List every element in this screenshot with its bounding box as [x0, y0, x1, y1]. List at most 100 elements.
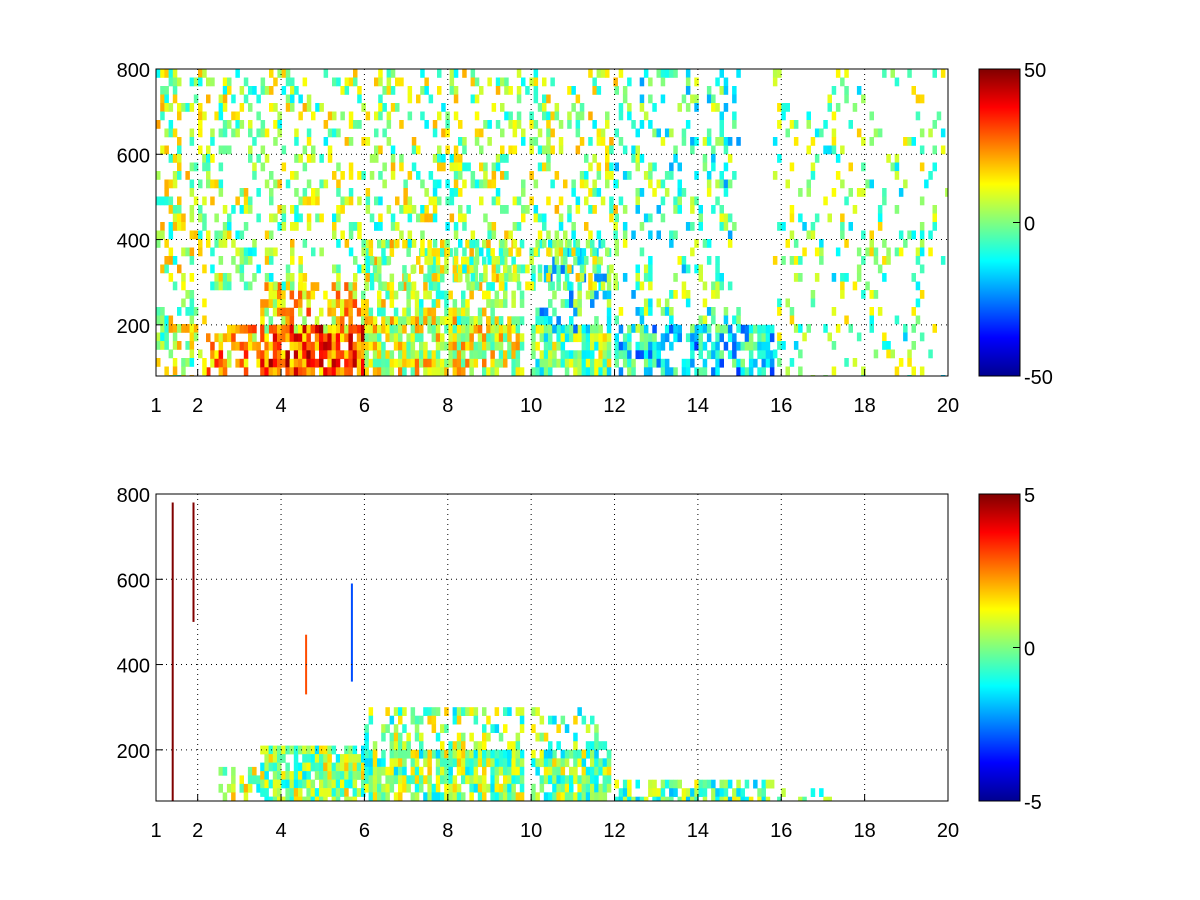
bottom-heatmap-cell	[323, 796, 328, 801]
top-heatmap-cell	[702, 162, 708, 172]
top-heatmap-cell	[285, 333, 290, 343]
bottom-heatmap-cell	[810, 788, 816, 797]
top-heatmap-cell	[406, 290, 411, 300]
top-heatmap-cell	[598, 375, 603, 376]
top-heatmap-cell	[374, 154, 379, 163]
bottom-heatmap-cell	[594, 758, 599, 768]
top-heatmap-cell	[348, 324, 353, 334]
top-heatmap-cell	[594, 273, 599, 283]
top-heatmap-cell	[453, 111, 459, 121]
top-heatmap-cell	[814, 128, 820, 138]
bottom-heatmap-cell	[456, 707, 462, 716]
bottom-heatmap-cell	[469, 792, 474, 801]
top-heatmap-cell	[618, 350, 624, 360]
top-heatmap-cell	[419, 350, 424, 360]
top-heatmap-cell	[584, 179, 589, 189]
top-heatmap-cell	[585, 350, 591, 360]
top-heatmap-cell	[503, 282, 508, 291]
top-heatmap-cell	[706, 171, 712, 180]
top-heatmap-cell	[202, 222, 207, 231]
bottom-heatmap-cell	[306, 745, 311, 755]
top-heatmap-cell	[543, 316, 549, 325]
top-heatmap-cell	[567, 213, 572, 223]
top-heatmap-cell	[660, 307, 666, 316]
top-heatmap-cell	[789, 256, 795, 265]
top-heatmap-cell	[414, 299, 420, 308]
bottom-heatmap-cell	[473, 707, 479, 716]
top-heatmap-cell	[461, 256, 466, 266]
top-heatmap-cell	[519, 375, 525, 376]
top-heatmap-cell	[491, 222, 497, 231]
x-tick-label: 14	[687, 820, 709, 842]
top-heatmap-cell	[810, 162, 816, 172]
bottom-heatmap-cell	[364, 783, 369, 793]
top-heatmap-cell	[302, 367, 307, 376]
top-heatmap-cell	[453, 188, 459, 197]
top-heatmap-cell	[410, 316, 416, 325]
top-heatmap-cell	[869, 179, 874, 189]
top-heatmap-cell	[361, 358, 366, 368]
top-heatmap-cell	[331, 333, 337, 343]
top-heatmap-cell	[486, 248, 491, 257]
top-heatmap-cell	[164, 103, 169, 112]
top-heatmap-cell	[656, 341, 661, 351]
bottom-heatmap-cell	[577, 707, 582, 716]
top-heatmap-cell	[193, 77, 199, 87]
top-heatmap-cell	[852, 358, 858, 367]
top-heatmap-cell	[239, 247, 245, 257]
top-heatmap-cell	[189, 103, 195, 112]
top-heatmap-cell	[382, 103, 387, 112]
bottom-heatmap-cell	[548, 741, 553, 750]
top-heatmap-cell	[248, 247, 253, 257]
top-heatmap-cell	[458, 162, 463, 172]
top-heatmap-cell	[685, 103, 691, 112]
top-heatmap-cell	[239, 86, 245, 95]
bottom-heatmap-cell	[702, 779, 708, 789]
top-heatmap-cell	[511, 375, 516, 376]
top-heatmap-cell	[491, 171, 497, 180]
top-heatmap-cell	[516, 264, 522, 274]
top-heatmap-cell	[189, 315, 195, 325]
top-heatmap-cell	[177, 137, 182, 146]
top-heatmap-cell	[248, 324, 253, 334]
top-heatmap-cell	[164, 188, 169, 197]
top-heatmap-cell	[453, 162, 459, 172]
top-heatmap-cell	[477, 341, 483, 351]
top-heatmap-cell	[272, 290, 278, 300]
bottom-heatmap-cell	[431, 783, 437, 793]
top-heatmap-cell	[596, 264, 602, 274]
top-heatmap-cell	[227, 350, 232, 360]
bottom-heatmap-cell	[381, 766, 386, 776]
top-heatmap-cell	[377, 358, 382, 368]
top-heatmap-cell	[445, 179, 450, 189]
bottom-heatmap-cell	[573, 749, 578, 759]
top-heatmap-cell	[243, 350, 249, 360]
bottom-heatmap-cell	[285, 788, 290, 797]
top-heatmap-cell	[483, 273, 488, 282]
top-heatmap-cell	[769, 358, 775, 368]
top-heatmap-cell	[521, 137, 526, 146]
top-heatmap-cell	[715, 137, 720, 146]
top-heatmap-cell	[348, 307, 353, 317]
bottom-heatmap-cell	[673, 788, 678, 797]
top-heatmap-cell	[552, 358, 557, 368]
top-heatmap-cell	[512, 264, 518, 274]
bottom-heatmap-cell	[590, 800, 595, 801]
top-heatmap-cell	[260, 324, 265, 334]
top-heatmap-cell	[319, 341, 324, 351]
bottom-heatmap-cell	[247, 783, 253, 793]
top-heatmap-cell	[592, 154, 597, 163]
top-heatmap-cell	[390, 103, 396, 112]
top-heatmap-cell	[903, 179, 908, 189]
top-heatmap-cell	[399, 281, 404, 291]
top-heatmap-cell	[543, 367, 549, 376]
top-heatmap-cell	[458, 188, 463, 197]
top-heatmap-cell	[449, 196, 455, 206]
top-heatmap-cell	[160, 341, 165, 350]
top-heatmap-cell	[490, 333, 495, 343]
top-heatmap-cell	[432, 188, 438, 197]
top-heatmap-cell	[694, 264, 699, 274]
top-heatmap-cell	[260, 145, 266, 155]
top-heatmap-cell	[569, 350, 574, 360]
bottom-heatmap-cell	[560, 758, 566, 768]
